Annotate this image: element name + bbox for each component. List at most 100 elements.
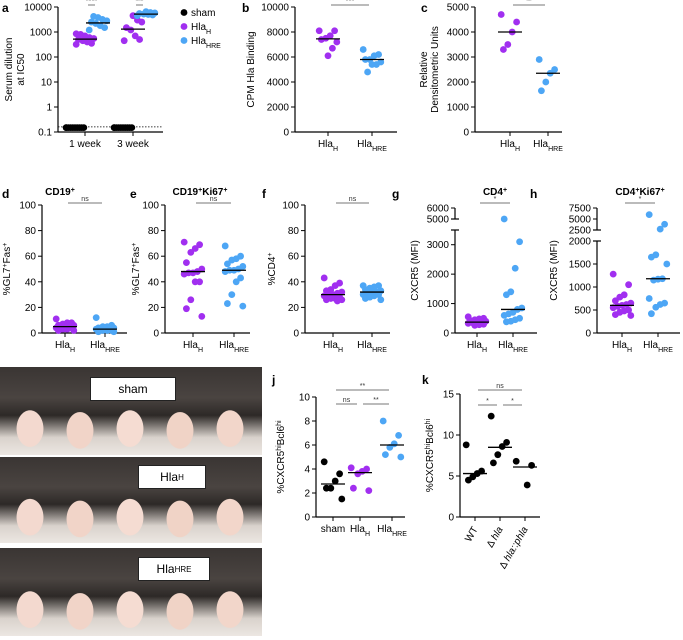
data-point bbox=[72, 30, 80, 38]
x-tick-label: HlaH bbox=[612, 340, 632, 354]
data-point bbox=[652, 303, 660, 311]
data-point bbox=[612, 311, 619, 318]
data-point bbox=[397, 453, 405, 461]
y-tick-label: 40 bbox=[25, 277, 37, 288]
significance-label: ns bbox=[343, 397, 351, 404]
data-point bbox=[494, 451, 502, 459]
text-part: Hla bbox=[219, 340, 234, 351]
data-point bbox=[645, 211, 653, 219]
y-tick-label: 2000 bbox=[569, 237, 592, 248]
data-point bbox=[90, 13, 97, 20]
y-tick-label: 100 bbox=[19, 201, 36, 212]
data-point bbox=[627, 312, 635, 319]
data-point bbox=[92, 314, 100, 322]
data-point bbox=[368, 61, 376, 68]
data-point bbox=[221, 268, 229, 275]
data-point bbox=[120, 37, 128, 45]
series-0 bbox=[609, 270, 635, 319]
series-2 bbox=[85, 13, 111, 34]
y-tick-label: 1500 bbox=[569, 260, 592, 271]
data-point bbox=[55, 327, 62, 334]
text-part: CD4 bbox=[483, 187, 503, 198]
data-point bbox=[516, 238, 523, 246]
data-point bbox=[503, 291, 510, 299]
y-axis-label: CXCR5 (MFI) bbox=[410, 240, 421, 301]
data-point bbox=[198, 312, 206, 320]
x-tick-label: HlaH bbox=[323, 340, 343, 354]
data-point bbox=[504, 41, 512, 48]
y-tick-label: 6000 bbox=[267, 53, 290, 64]
text-part: Hla bbox=[191, 36, 206, 47]
text-part: + bbox=[635, 187, 639, 194]
data-point bbox=[239, 302, 247, 310]
text-part: Hla bbox=[183, 340, 198, 351]
data-point bbox=[350, 484, 357, 492]
data-point bbox=[183, 305, 190, 313]
y-tick-label: 1 bbox=[46, 103, 52, 114]
y-tick-label: 2000 bbox=[427, 270, 450, 281]
y-tick-label: 5000 bbox=[427, 215, 450, 226]
series-2 bbox=[379, 417, 405, 461]
y-tick-label: 40 bbox=[288, 277, 300, 288]
legend-label: HlaH bbox=[191, 22, 211, 36]
panel-letter: h bbox=[530, 187, 537, 201]
data-point bbox=[487, 412, 495, 420]
series-4 bbox=[120, 12, 146, 45]
data-point bbox=[625, 281, 632, 289]
y-axis-label: %CXCR5hiBcl6hi bbox=[276, 420, 288, 494]
data-point bbox=[663, 260, 671, 268]
y-tick-label: 10 bbox=[299, 393, 311, 404]
y-tick-label: 20 bbox=[25, 303, 37, 314]
series-1 bbox=[92, 314, 118, 336]
data-point bbox=[123, 24, 130, 31]
text-part: H bbox=[338, 347, 343, 354]
y-tick-label: 3000 bbox=[427, 240, 450, 251]
data-point bbox=[228, 291, 236, 298]
data-point bbox=[131, 32, 139, 40]
data-point bbox=[224, 300, 231, 307]
mouse-photo-hla-hre: Hla HRE bbox=[0, 548, 262, 636]
y-axis-label: %GL7+Fas+ bbox=[2, 243, 14, 296]
text-part: Ki67 bbox=[202, 187, 224, 198]
text-part: CPM Hla Binding bbox=[246, 31, 257, 107]
text-part: at IC50 bbox=[16, 53, 27, 86]
y-tick-label: 10000 bbox=[24, 3, 52, 14]
text-part: H bbox=[627, 347, 632, 354]
data-point bbox=[362, 295, 369, 302]
text-part: + bbox=[223, 187, 227, 194]
mouse-photo-sham: sham bbox=[0, 367, 262, 455]
photo-label-sham: sham bbox=[90, 377, 176, 401]
y-tick-label: 5000 bbox=[447, 3, 470, 14]
data-point bbox=[85, 26, 93, 34]
y-tick-label: 500 bbox=[574, 306, 591, 317]
x-tick-label: HlaHRE bbox=[357, 139, 387, 153]
data-point bbox=[523, 481, 531, 489]
text-part: Relative bbox=[419, 51, 430, 88]
text-part: H bbox=[206, 29, 211, 36]
data-point bbox=[183, 259, 190, 266]
y-tick-label: 4000 bbox=[447, 28, 470, 39]
data-point bbox=[142, 8, 150, 16]
data-point bbox=[228, 256, 236, 264]
text-part: hi bbox=[425, 443, 432, 449]
data-point bbox=[187, 248, 195, 256]
data-point bbox=[333, 38, 341, 46]
y-tick-label: 0 bbox=[585, 329, 591, 340]
photo-label-text: sham bbox=[118, 382, 148, 396]
y-tick-label: 1000 bbox=[569, 283, 592, 294]
text-part: + bbox=[71, 187, 75, 194]
significance-label: ns bbox=[210, 196, 218, 203]
y-tick-label: 1000 bbox=[447, 103, 470, 114]
x-tick-label: WT bbox=[463, 525, 480, 544]
data-point bbox=[224, 260, 231, 268]
y-tick-label: 3000 bbox=[447, 53, 470, 64]
data-point bbox=[464, 319, 472, 327]
text-part: Hla bbox=[500, 139, 515, 150]
panel-letter: d bbox=[2, 187, 9, 201]
text-part: H bbox=[365, 531, 370, 538]
panel-letter: a bbox=[2, 1, 9, 15]
panel-title: CD4+Ki67+ bbox=[615, 187, 664, 199]
panel-letter: g bbox=[392, 187, 399, 201]
